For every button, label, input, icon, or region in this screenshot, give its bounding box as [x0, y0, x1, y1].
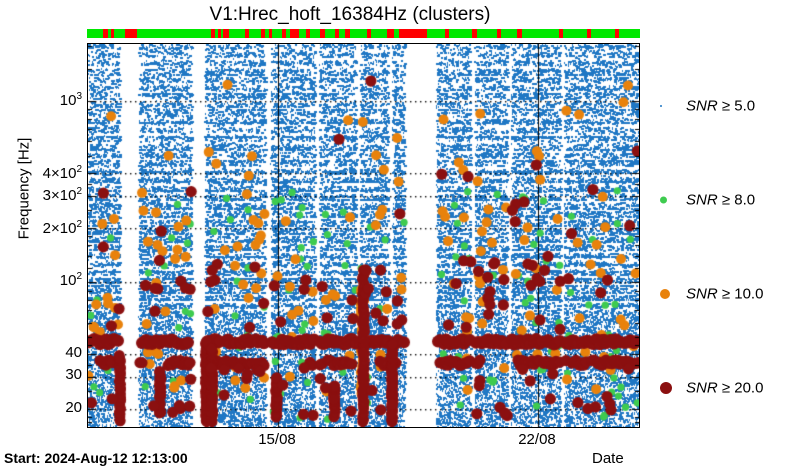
- status-segment-bad: [345, 29, 350, 38]
- status-segment-bad: [111, 29, 114, 38]
- scatter-canvas: [88, 44, 639, 427]
- status-segment-bad: [218, 29, 221, 38]
- detector-status-bar: [87, 29, 640, 38]
- status-segment-bad: [282, 29, 286, 38]
- status-segment-bad: [306, 29, 310, 38]
- legend-item: SNR ≥ 5.0: [650, 95, 805, 117]
- legend-marker-icon: [660, 105, 662, 107]
- status-segment-bad: [559, 29, 563, 38]
- legend-item: SNR ≥ 8.0: [650, 189, 805, 211]
- legend: SNR ≥ 5.0 SNR ≥ 8.0 SNR ≥ 10.0 SNR ≥ 20.0: [650, 43, 805, 428]
- y-tick-label: 40: [65, 344, 82, 361]
- legend-item-label: SNR ≥ 10.0: [686, 285, 764, 303]
- legend-item-label: SNR ≥ 8.0: [686, 191, 756, 209]
- legend-item-label: SNR ≥ 5.0: [686, 97, 756, 115]
- y-tick-label: 102: [59, 271, 82, 289]
- status-segment-bad: [103, 29, 108, 38]
- status-segment-bad: [211, 29, 215, 38]
- status-segment-bad: [615, 29, 619, 38]
- status-segment-bad: [472, 29, 477, 38]
- status-segment-bad: [497, 29, 501, 38]
- status-segment-bad: [269, 29, 272, 38]
- legend-marker-icon: [660, 289, 670, 299]
- status-segment-bad: [320, 29, 325, 38]
- x-tick-label: 22/08: [518, 431, 556, 448]
- status-segment-bad: [587, 29, 591, 38]
- legend-marker-icon: [660, 382, 672, 394]
- legend-item: SNR ≥ 20.0: [650, 377, 805, 399]
- y-tick-label: 30: [65, 366, 82, 383]
- status-segment-bad: [223, 29, 229, 38]
- y-tick-label: 2×102: [42, 219, 82, 237]
- status-segment-bad: [245, 29, 249, 38]
- legend-item-label: SNR ≥ 20.0: [686, 379, 764, 397]
- legend-marker-icon: [660, 196, 667, 204]
- status-segment-bad: [261, 29, 265, 38]
- status-segment-bad: [290, 29, 299, 38]
- status-segment-bad: [445, 29, 449, 38]
- legend-item: SNR ≥ 10.0: [650, 283, 805, 305]
- plot-title: V1:Hrec_hoft_16384Hz (clusters): [209, 4, 491, 25]
- status-segment-bad: [367, 29, 371, 38]
- status-segment-bad: [125, 29, 137, 38]
- y-tick-label: 3×102: [42, 186, 82, 204]
- status-segment-bad: [335, 29, 339, 38]
- y-axis-label: Frequency [Hz]: [15, 137, 33, 240]
- x-tick-label: 15/08: [258, 431, 296, 448]
- start-time-label: Start: 2024-Aug-12 12:13:00: [4, 450, 188, 466]
- status-segment-bad: [517, 29, 522, 38]
- y-tick-label: 103: [59, 91, 82, 109]
- status-segment-bad: [399, 29, 427, 38]
- y-axis-ticks: 103 4×102 3×102 2×102 102 40 30 20: [0, 0, 82, 472]
- y-tick-label: 4×102: [42, 164, 82, 182]
- y-tick-label: 20: [65, 399, 82, 416]
- status-segment-bad: [387, 29, 394, 38]
- plot-area: [87, 43, 640, 428]
- x-axis-label: Date: [592, 450, 624, 467]
